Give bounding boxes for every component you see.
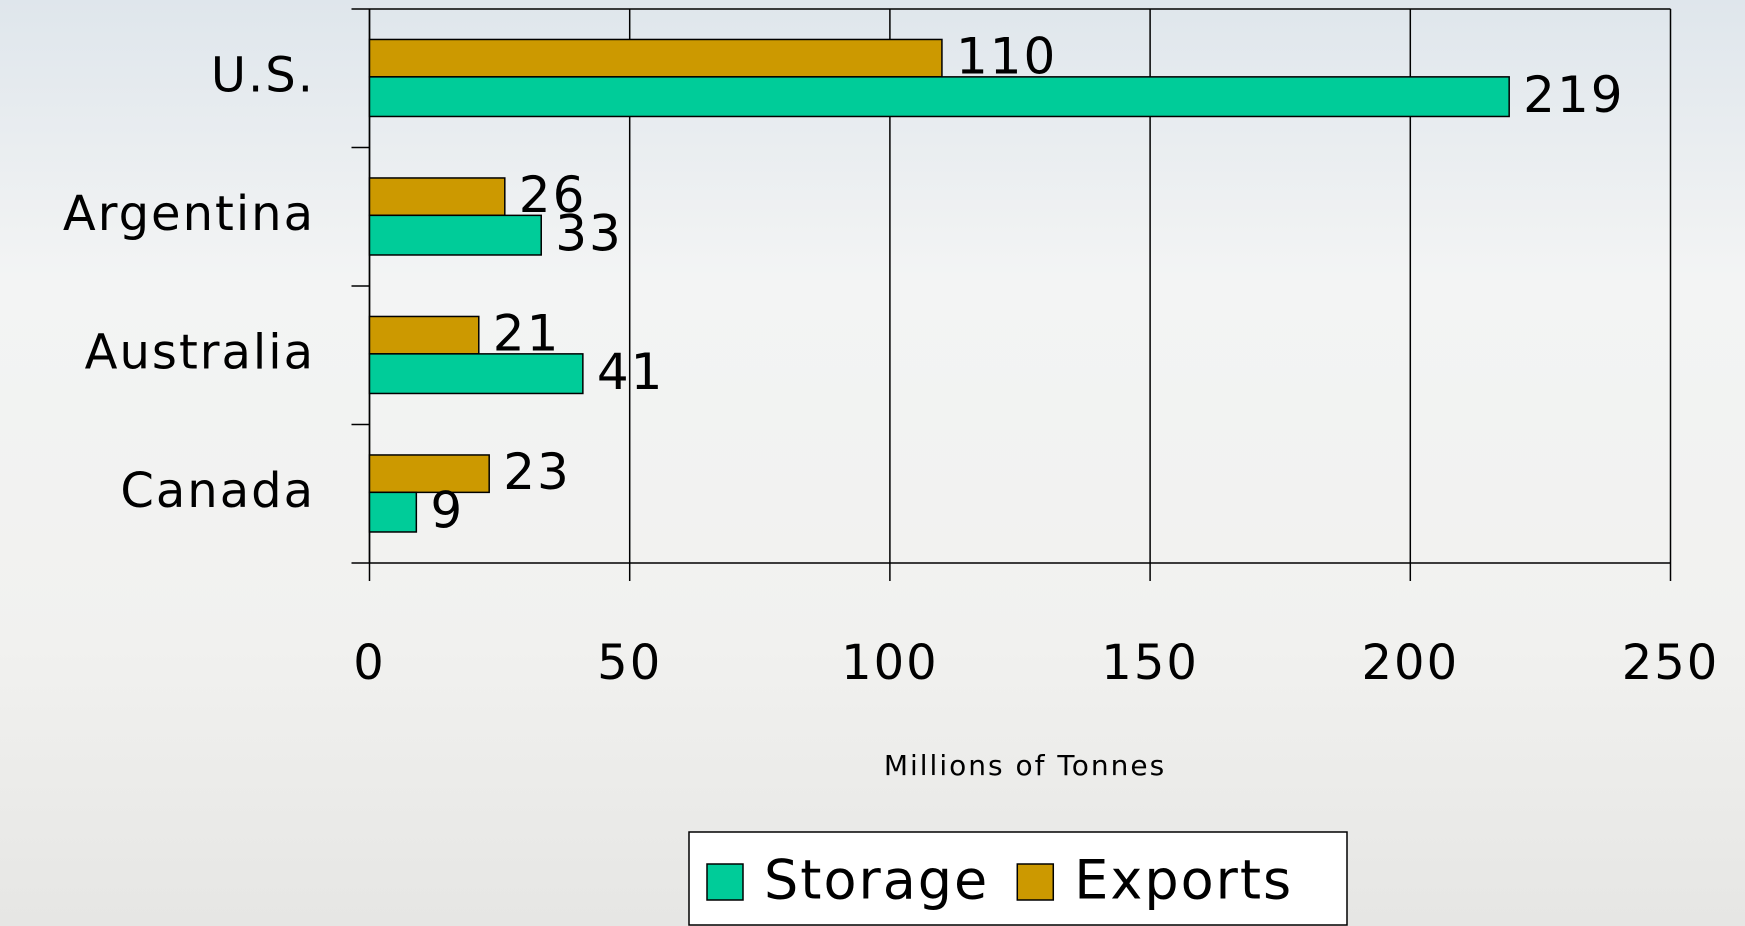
- data-label: 110: [956, 28, 1057, 86]
- x-tick-label: 200: [1361, 635, 1459, 691]
- bar: [368, 491, 418, 533]
- bar: [368, 454, 490, 494]
- bar: [368, 76, 1510, 118]
- legend-swatch: [706, 863, 744, 901]
- bar: [368, 38, 943, 78]
- y-tick-label: Canada: [120, 463, 315, 519]
- bar: [368, 177, 506, 217]
- bar: [368, 315, 480, 355]
- bar: [368, 353, 584, 395]
- data-label: 219: [1523, 66, 1624, 124]
- data-label: 23: [503, 443, 571, 501]
- data-label: 41: [597, 343, 665, 401]
- data-label: 26: [519, 166, 587, 224]
- x-tick-label: 150: [1101, 635, 1199, 691]
- data-label: 21: [493, 305, 561, 363]
- bar: [368, 214, 542, 256]
- x-tick-label: 0: [353, 635, 386, 691]
- x-tick-label: 50: [597, 635, 662, 691]
- x-tick-label: 250: [1622, 635, 1720, 691]
- data-label: 9: [430, 482, 464, 540]
- legend-label: Storage: [764, 849, 989, 912]
- legend-swatch: [1016, 863, 1055, 901]
- data-label: 33: [555, 205, 623, 263]
- y-tick-label: Argentina: [63, 186, 315, 242]
- legend: Storage Exports: [688, 831, 1348, 926]
- x-tick-label: 100: [841, 635, 939, 691]
- legend-label: Exports: [1074, 849, 1293, 912]
- y-tick-label: U.S.: [211, 47, 315, 103]
- x-axis-title: Millions of Tonnes: [884, 749, 1166, 782]
- y-tick-label: Australia: [85, 324, 315, 380]
